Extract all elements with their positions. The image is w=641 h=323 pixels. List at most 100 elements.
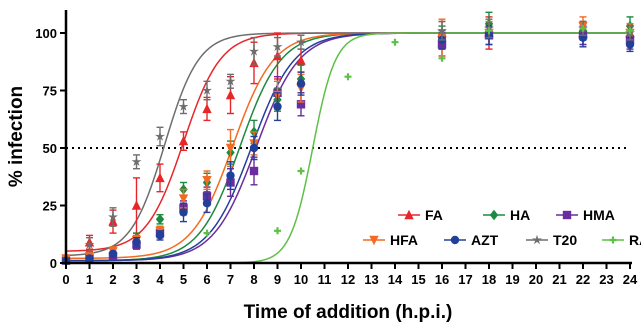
- x-tick-label: 17: [458, 272, 472, 287]
- data-point-fa: [225, 89, 236, 100]
- legend-marker-t20: [532, 234, 542, 245]
- data-point-ral: [391, 38, 399, 46]
- legend-label-ha: HA: [510, 207, 530, 223]
- legend-marker-hfa: [369, 235, 379, 246]
- series-ral: [203, 24, 634, 237]
- data-point-azt: [249, 143, 259, 153]
- legend-label-azt: AZT: [471, 232, 499, 248]
- data-point-azt: [155, 231, 165, 240]
- legend-marker-ral: [609, 236, 617, 244]
- y-tick-label: 75: [43, 84, 57, 99]
- x-tick-label: 5: [180, 272, 187, 287]
- data-point-fa: [155, 172, 165, 183]
- data-point-ral: [344, 73, 352, 81]
- x-tick-label: 20: [529, 272, 543, 287]
- data-point-fa: [202, 103, 212, 114]
- x-tick-label: 22: [576, 272, 590, 287]
- data-point-azt: [85, 254, 94, 263]
- series-ha: [61, 11, 635, 266]
- y-tick-label: 100: [35, 26, 57, 41]
- legend-label-t20: T20: [553, 232, 577, 248]
- data-point-ral: [274, 227, 281, 235]
- data-point-t20: [155, 131, 165, 141]
- y-tick-label: 0: [50, 256, 57, 271]
- legend-item-ral: RAL: [602, 232, 641, 248]
- data-point-azt: [296, 79, 306, 88]
- x-axis-title: Time of addition (h.p.i.): [244, 302, 453, 323]
- legend: FA HA HMA HFA AZT T20 RAL: [363, 207, 641, 248]
- data-point-ral: [438, 54, 446, 62]
- series-fa: [84, 16, 635, 250]
- data-point-azt: [273, 102, 282, 111]
- x-tick-label: 13: [364, 272, 378, 287]
- legend-marker-azt: [450, 235, 460, 245]
- data-point-hma: [249, 166, 259, 176]
- data-point-ral: [626, 27, 634, 35]
- data-point-t20: [84, 239, 95, 249]
- data-point-t20: [178, 101, 189, 111]
- legend-marker-ha: [489, 209, 499, 221]
- legend-marker-hma: [562, 210, 572, 220]
- x-tick-label: 2: [109, 272, 116, 287]
- legend-item-hma: HMA: [556, 207, 615, 223]
- fit-curve-t20: [65, 32, 630, 257]
- data-point-azt: [108, 249, 118, 258]
- data-point-t20: [296, 37, 306, 47]
- data-point-hfa: [178, 194, 189, 204]
- data-point-t20: [437, 25, 447, 35]
- data-point-hfa: [225, 143, 236, 154]
- fit-curve-hma: [66, 32, 630, 262]
- legend-label-hma: HMA: [583, 207, 615, 223]
- legend-item-t20: T20: [526, 232, 577, 248]
- x-tick-label: 14: [388, 272, 403, 287]
- x-tick-label: 15: [411, 272, 425, 287]
- x-tick-label: 11: [318, 272, 332, 287]
- axes-layer: 0 1 2 3 4 5 6 7 8 9 10 11 12 13 14 15 16 17 18 19 20 21 22 23 24…: [35, 10, 638, 287]
- data-point-azt: [179, 208, 188, 217]
- data-point-ha: [155, 214, 165, 225]
- fit-curves-layer: [65, 32, 630, 264]
- x-tick-label: 1: [86, 272, 93, 287]
- legend-item-ha: HA: [483, 207, 530, 223]
- data-point-azt: [132, 238, 141, 247]
- data-point-hfa: [202, 176, 212, 186]
- data-point-t20: [272, 41, 283, 52]
- x-tick-label: 8: [250, 272, 257, 287]
- fit-curve-ha: [66, 32, 630, 262]
- fit-curve-fa: [65, 32, 630, 252]
- x-tick-label: 6: [203, 272, 210, 287]
- x-tick-label: 9: [274, 272, 281, 287]
- series-hma: [61, 25, 635, 265]
- y-tick-label: 25: [43, 199, 57, 214]
- data-point-ral: [203, 229, 211, 237]
- y-axis-title: % infection: [6, 86, 27, 187]
- data-point-azt: [625, 40, 635, 49]
- x-tick-label: 3: [133, 272, 140, 287]
- legend-label-ral: RAL: [629, 232, 641, 248]
- legend-item-azt: AZT: [444, 232, 499, 248]
- data-point-t20: [202, 85, 212, 95]
- data-point-azt: [226, 171, 235, 180]
- data-point-azt: [202, 199, 212, 208]
- data-point-t20: [249, 46, 259, 56]
- x-tick-label: 4: [156, 272, 164, 287]
- x-tick-label: 12: [341, 272, 355, 287]
- series-azt: [61, 25, 635, 265]
- x-tick-label: 24: [623, 272, 638, 287]
- x-tick-label: 0: [62, 272, 69, 287]
- data-point-fa: [296, 55, 306, 65]
- x-tick-label: 10: [294, 272, 308, 287]
- data-point-t20: [225, 76, 236, 86]
- data-point-ral: [297, 167, 305, 175]
- data-point-t20: [131, 156, 142, 167]
- data-point-hma: [296, 100, 306, 109]
- x-tick-label: 19: [505, 272, 519, 287]
- data-points-layer: [61, 11, 635, 266]
- y-tick-label: 50: [43, 141, 57, 156]
- data-point-fa: [131, 200, 142, 210]
- data-point-ral: [485, 27, 493, 35]
- series-hfa: [61, 16, 635, 264]
- legend-label-hfa: HFA: [390, 232, 418, 248]
- legend-marker-fa: [404, 209, 414, 220]
- legend-item-hfa: HFA: [363, 232, 418, 248]
